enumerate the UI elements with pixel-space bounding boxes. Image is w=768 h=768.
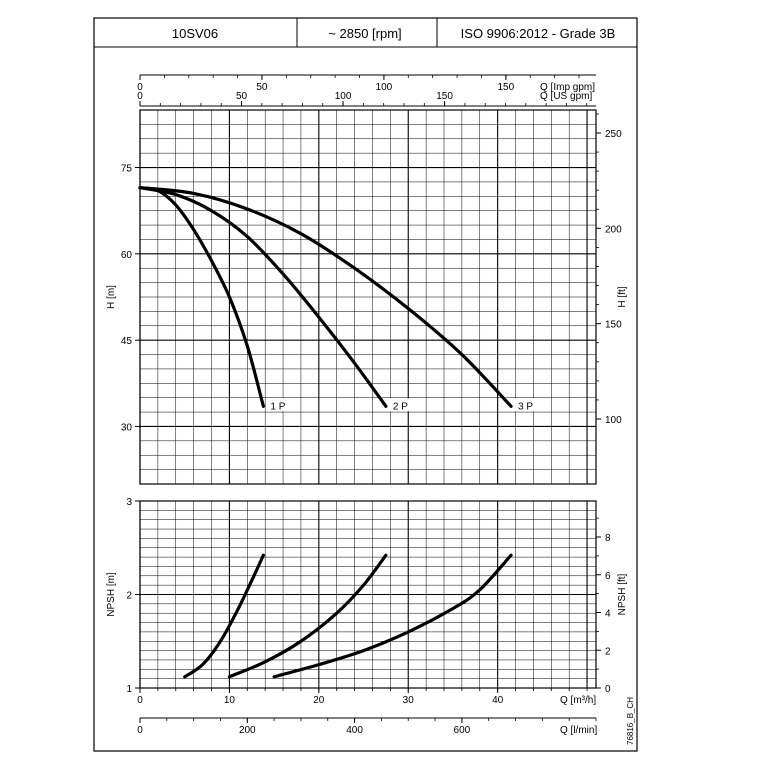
y-right-tick-label: 4 <box>605 609 611 620</box>
flow-tick-label: 50 <box>236 91 248 102</box>
curve-1p <box>183 553 265 679</box>
y-right-tick-label: 150 <box>605 320 622 331</box>
y-right-tick-label: 2 <box>605 646 611 657</box>
curve-3p <box>272 553 513 679</box>
flow-tick-label: 40 <box>492 695 504 706</box>
y-right-tick-label: 8 <box>605 533 611 544</box>
flow-tick-label: 400 <box>346 725 363 736</box>
flow-tick-label: 100 <box>335 91 352 102</box>
y-right-axis-title: NPSH [ft] <box>617 573 628 615</box>
flow-tick-label: 150 <box>436 91 453 102</box>
plot-frame <box>139 109 597 485</box>
flow-tick-label: 30 <box>403 695 415 706</box>
y-axis-title: NPSH [m] <box>106 572 117 617</box>
y-right-tick-label: 200 <box>605 224 622 235</box>
flow-tick-label: 0 <box>137 695 143 706</box>
y-tick-label: 45 <box>121 336 133 347</box>
flow-axis-label: Q [l/min] <box>560 725 597 736</box>
y-tick-label: 3 <box>126 497 132 508</box>
y-right-tick-label: 250 <box>605 129 622 140</box>
flow-tick-label: 100 <box>376 82 393 93</box>
curve-3p <box>138 186 513 408</box>
curve-2p <box>227 553 388 679</box>
flow-tick-label: 0 <box>137 82 143 93</box>
flow-unit-axes: 0 10 20 30 40 Q [m³/h] 0 200 400 600 Q [l/min] 0 50 1… <box>137 74 597 736</box>
flow-tick-label: 20 <box>313 695 325 706</box>
curve-label-bg <box>515 398 540 412</box>
curve-label: 2 P <box>393 401 408 412</box>
y-tick-label: 60 <box>121 250 133 261</box>
y-tick-label: 1 <box>126 684 132 695</box>
flow-tick-label: 10 <box>224 695 236 706</box>
flow-tick-label: 50 <box>256 82 268 93</box>
flow-tick-label: 600 <box>454 725 471 736</box>
flow-axis-label: Q [m³/h] <box>560 695 596 706</box>
flow-tick-label: 150 <box>497 82 514 93</box>
y-tick-label: 30 <box>121 422 133 433</box>
header-speed: ~ 2850 [rpm] <box>328 26 401 41</box>
head-curve-panel: 30 45 60 75 100 150 200 250 H [m] H [ft] 1 P 2 P 3 P <box>106 109 628 485</box>
y-right-axis-title: H [ft] <box>617 286 628 307</box>
flow-tick-label: 0 <box>137 91 143 102</box>
curve-2p <box>138 186 388 408</box>
flow-axis-label: Q [Imp gpm] <box>540 82 595 93</box>
y-axis-title: H [m] <box>106 285 117 309</box>
curve-label-bg <box>267 398 292 412</box>
header-standard: ISO 9906:2012 - Grade 3B <box>461 26 616 41</box>
curve-label: 1 P <box>270 401 285 412</box>
flow-axis-label: Q [US gpm] <box>540 91 592 102</box>
y-tick-label: 75 <box>121 164 133 175</box>
curve-label-bg <box>389 398 414 412</box>
header-model: 10SV06 <box>172 26 218 41</box>
sheet-border <box>93 17 638 752</box>
flow-tick-label: 0 <box>137 725 143 736</box>
npsh-curve-panel: 1 2 3 0 2 4 6 8 NPSH [m] NPSH [ft] <box>106 497 628 695</box>
drawing-code: 76816_B_CH <box>626 697 635 745</box>
curve-label: 3 P <box>518 401 533 412</box>
y-right-tick-label: 0 <box>605 684 611 695</box>
y-tick-label: 2 <box>126 591 132 602</box>
y-right-tick-label: 6 <box>605 571 611 582</box>
y-right-tick-label: 100 <box>605 415 622 426</box>
flow-tick-label: 200 <box>239 725 256 736</box>
